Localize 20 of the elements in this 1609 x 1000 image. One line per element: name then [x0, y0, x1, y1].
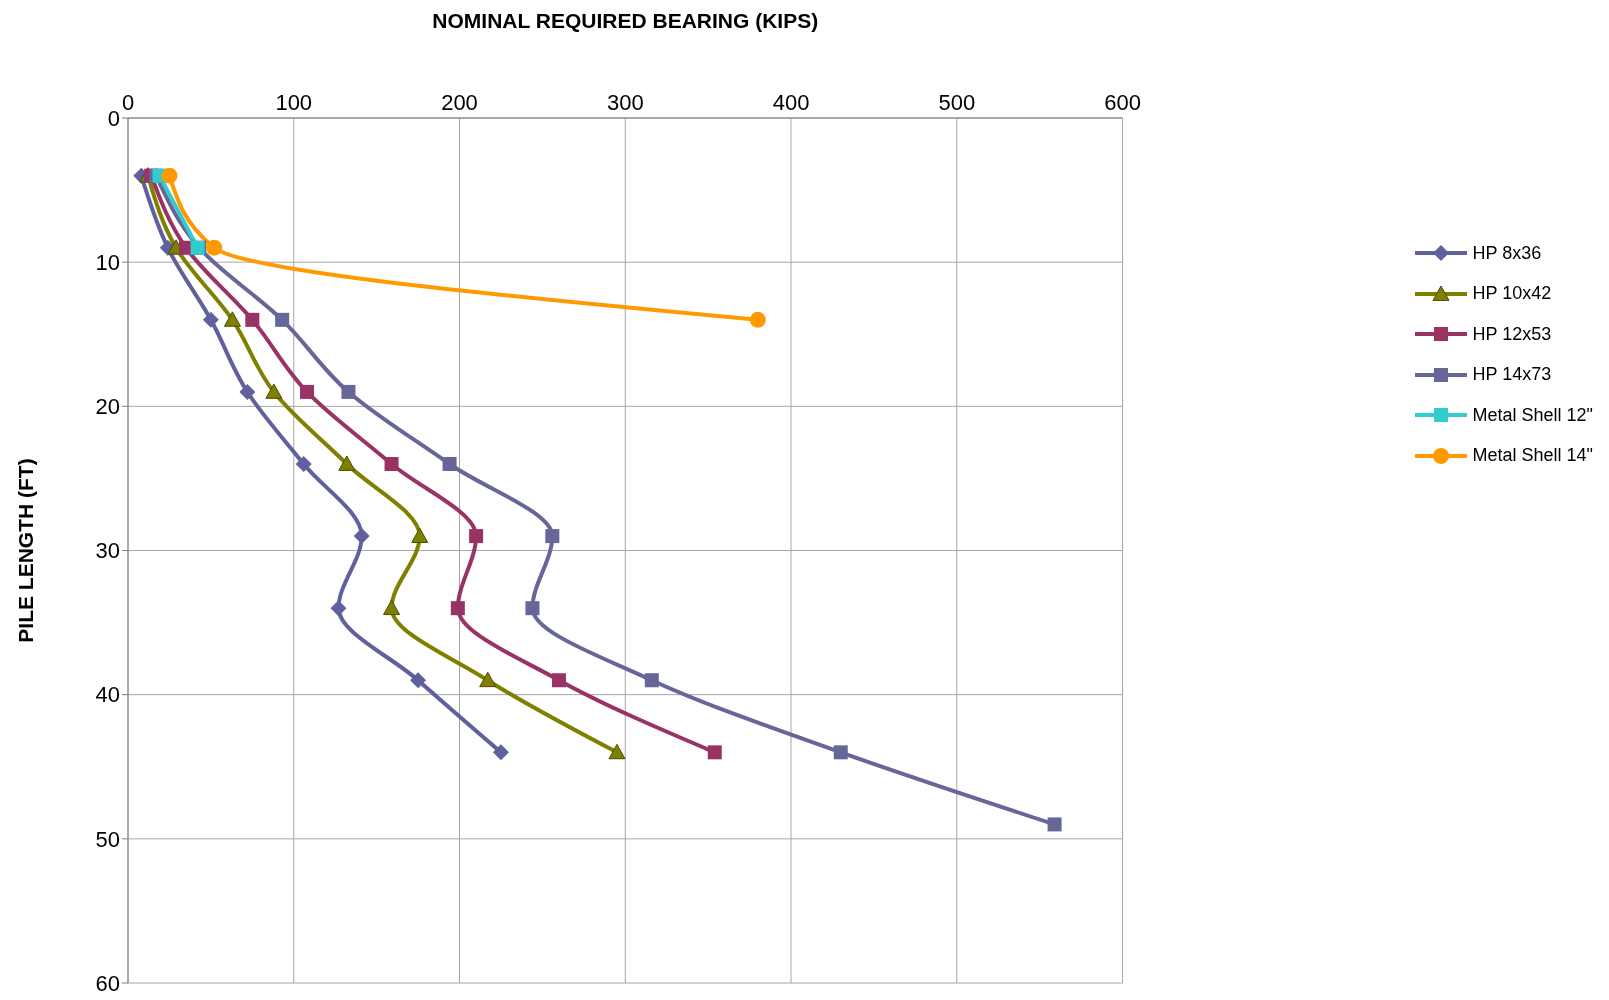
- legend-label: HP 12x53: [1472, 323, 1552, 345]
- x-tick-label: 500: [938, 90, 976, 115]
- legend-label: Metal Shell 14": [1472, 445, 1593, 467]
- x-tick-label: 300: [606, 90, 644, 115]
- legend-label: HP 14x73: [1472, 364, 1552, 386]
- x-tick-label: 400: [772, 90, 810, 115]
- x-axis-title: NOMINAL REQUIRED BEARING (KIPS): [432, 8, 819, 32]
- x-tick-label: 100: [275, 90, 313, 115]
- y-tick-label: 60: [95, 970, 120, 996]
- y-axis-title: PILE LENGTH (FT): [14, 458, 38, 643]
- x-tick-label: 600: [1104, 90, 1141, 115]
- x-tick-label: 200: [441, 90, 478, 115]
- y-tick-label: 50: [95, 826, 120, 852]
- legend-label: HP 8x36: [1472, 242, 1542, 264]
- legend-label: Metal Shell 12": [1472, 404, 1593, 426]
- y-tick-label: 10: [95, 249, 120, 275]
- y-tick-label: 30: [95, 538, 120, 564]
- y-tick-label: 40: [95, 682, 120, 708]
- legend-label: HP 10x42: [1472, 283, 1552, 305]
- y-tick-label: 20: [95, 394, 120, 420]
